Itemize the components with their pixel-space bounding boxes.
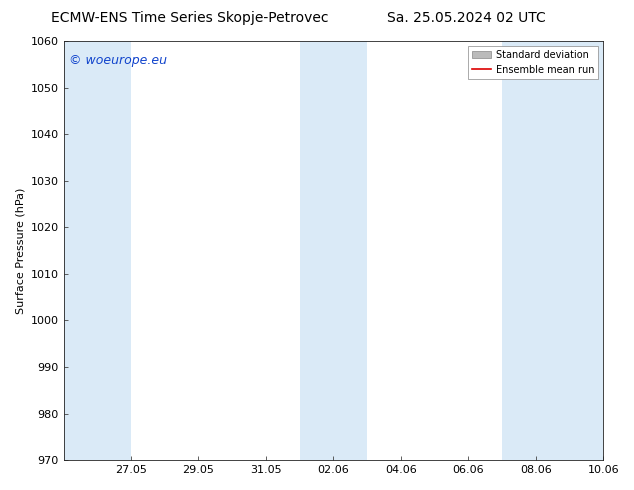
Y-axis label: Surface Pressure (hPa): Surface Pressure (hPa) — [15, 187, 25, 314]
Text: Sa. 25.05.2024 02 UTC: Sa. 25.05.2024 02 UTC — [387, 11, 545, 25]
Bar — [63, 41, 131, 460]
Text: © woeurope.eu: © woeurope.eu — [69, 53, 167, 67]
Bar — [300, 41, 367, 460]
Legend: Standard deviation, Ensemble mean run: Standard deviation, Ensemble mean run — [468, 46, 598, 78]
Text: ECMW-ENS Time Series Skopje-Petrovec: ECMW-ENS Time Series Skopje-Petrovec — [51, 11, 329, 25]
Bar — [502, 41, 603, 460]
